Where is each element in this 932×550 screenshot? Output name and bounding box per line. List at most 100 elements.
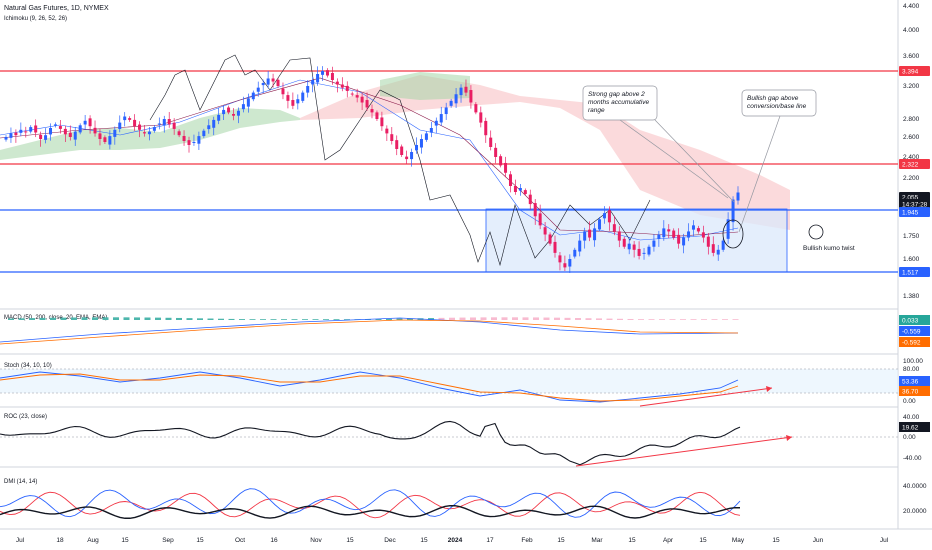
macd-hist-bar: [732, 319, 739, 320]
candle: [118, 115, 122, 133]
candle: [419, 134, 423, 154]
macd-tag-label: 0.033: [902, 318, 919, 325]
candle: [251, 90, 255, 102]
time-tick-label: Nov: [310, 537, 322, 544]
time-tick-label: Mar: [591, 537, 603, 544]
candle: [499, 154, 503, 168]
time-tick-label: Oct: [235, 537, 245, 544]
candle: [4, 135, 8, 142]
candle: [415, 137, 419, 154]
candle: [232, 108, 236, 121]
macd-hist-bar: [627, 318, 634, 320]
annotation-box-bullish-gap: [741, 89, 817, 117]
macd-hist-bar: [8, 318, 14, 320]
time-tick-label: Apr: [663, 537, 674, 544]
candle: [34, 119, 38, 138]
candle: [152, 125, 156, 133]
time-tick-label: 17: [486, 537, 494, 544]
time-tick-label: Jul: [880, 537, 889, 544]
macd-hist-bar: [312, 319, 319, 320]
macd-hist-bar: [81, 317, 88, 320]
candle: [9, 127, 13, 143]
candle: [528, 189, 532, 210]
candle: [236, 107, 240, 124]
candle: [197, 131, 201, 150]
stoch-legend[interactable]: Stoch (34, 10, 10): [4, 363, 52, 369]
candle: [538, 204, 542, 230]
symbol-title[interactable]: Natural Gas Futures, 1D, NYMEX: [4, 5, 109, 12]
candle: [508, 171, 512, 193]
candle: [375, 110, 379, 122]
candle: [395, 135, 399, 156]
candle: [222, 105, 226, 120]
candle: [459, 84, 463, 103]
cloud-bull-segment: [380, 72, 470, 100]
candle: [484, 117, 488, 143]
candle: [385, 125, 389, 141]
candle: [573, 247, 577, 259]
dmi-tick-label: 40.0000: [903, 483, 927, 490]
roc-legend[interactable]: ROC (23, close): [4, 414, 47, 420]
macd-hist-bar: [522, 317, 529, 320]
candle: [261, 79, 265, 94]
macd-hist-bar: [501, 317, 508, 320]
candle: [607, 206, 611, 231]
price-tag: 1.517: [899, 267, 930, 277]
candle: [365, 92, 369, 111]
dmi-minus: [0, 488, 741, 518]
candle: [469, 85, 473, 109]
macd-hist-bar: [459, 317, 466, 320]
roc-trend-arrow: [575, 436, 793, 467]
stoch-tick-label: 80.00: [903, 366, 920, 373]
price-tag: 14:37:28: [899, 199, 930, 209]
macd-hist-bar: [207, 318, 214, 320]
candle: [439, 106, 443, 126]
candle: [706, 233, 710, 255]
candle: [276, 77, 280, 89]
candle: [256, 81, 260, 97]
macd-hist-bar: [344, 319, 350, 320]
candle: [123, 112, 127, 127]
candle: [147, 127, 151, 141]
candle: [657, 230, 661, 247]
time-tick-label: 15: [346, 537, 354, 544]
candle: [19, 122, 23, 137]
accumulation-range-box: [485, 208, 788, 273]
candle: [543, 221, 547, 242]
candle: [424, 131, 428, 142]
macd-hist-bar: [449, 317, 455, 320]
candle: [687, 223, 691, 242]
annotation-strong-gap-line2: months accumulative: [588, 99, 649, 106]
macd-hist-bar: [470, 317, 476, 320]
price-tick-label: 4.400: [903, 3, 920, 10]
stoch-tick-label: 0.00: [903, 398, 916, 405]
candle: [474, 102, 478, 115]
macd-hist-bar: [113, 317, 119, 320]
macd-hist-bar: [102, 317, 109, 320]
candle: [360, 93, 364, 110]
roc-line: [0, 420, 741, 466]
svg-text:53.36: 53.36: [902, 379, 919, 386]
candle: [444, 102, 448, 120]
candle: [489, 130, 493, 151]
candle: [133, 114, 137, 131]
candle: [504, 156, 508, 178]
time-tick-label: 15: [772, 537, 780, 544]
candle: [78, 123, 82, 135]
macd-hist-bar: [134, 317, 140, 320]
candle: [241, 96, 245, 113]
macd-hist-bar: [281, 319, 287, 320]
candle: [73, 127, 77, 146]
roc-tick-label: 40.00: [903, 414, 920, 421]
time-axis: Jul 18 Aug 15 Sep 15 Oct 16 Nov 15 Dec 15 2024 17 Feb 1…: [16, 537, 889, 544]
time-tick-label: 2024: [448, 537, 463, 544]
ichimoku-legend[interactable]: Ichimoku (9, 26, 52, 26): [4, 16, 67, 22]
candle: [321, 66, 325, 82]
macd-hist-bar: [480, 317, 487, 320]
macd-hist-bar: [648, 319, 655, 320]
candle: [667, 224, 671, 239]
stoch-band: [0, 369, 898, 393]
macd-hist-bar: [396, 318, 403, 320]
dmi-legend[interactable]: DMI (14, 14): [4, 479, 37, 485]
